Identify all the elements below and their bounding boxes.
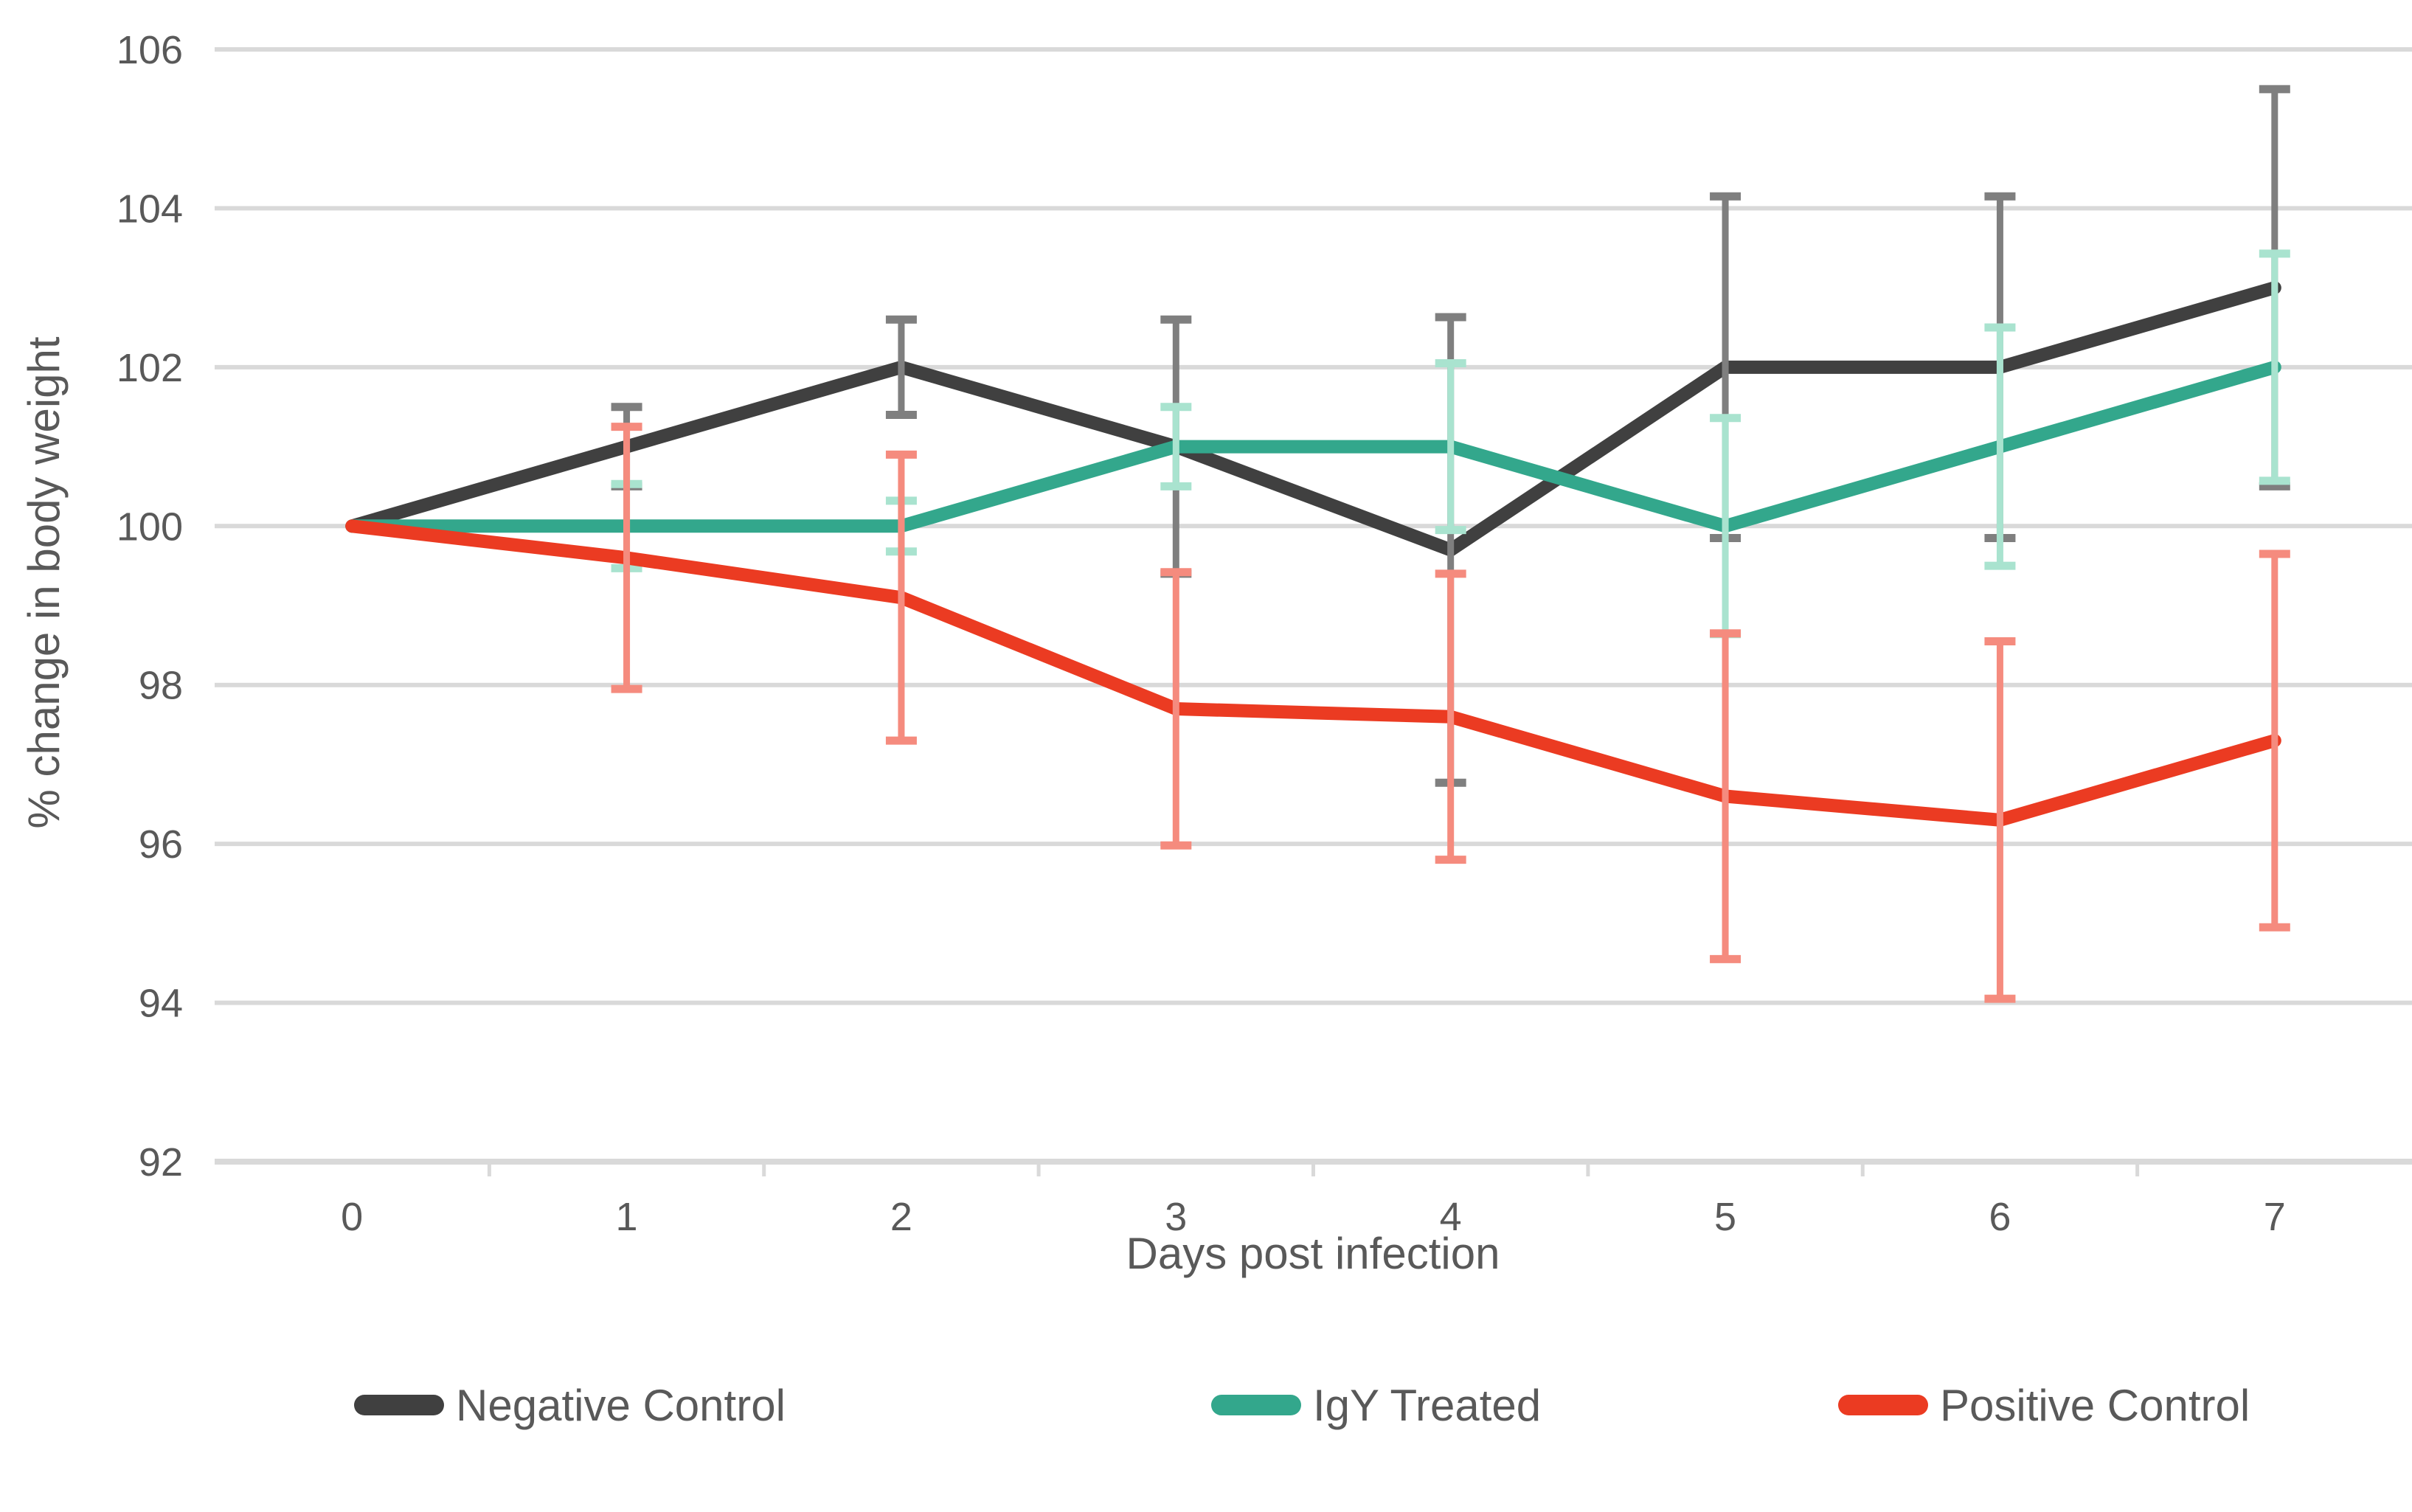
legend-label: Negative Control [456, 1381, 786, 1430]
x-tick-label: 6 [1989, 1195, 2011, 1239]
y-tick-label: 92 [139, 1140, 183, 1185]
legend-item-negative-control: Negative Control [354, 1381, 786, 1430]
y-tick-label: 100 [117, 504, 183, 549]
plot-series-group [345, 85, 2290, 1003]
y-tick-label: 96 [139, 822, 183, 867]
legend-label: Positive Control [1940, 1381, 2250, 1430]
x-axis-group [487, 1162, 2140, 1176]
x-tick-labels-group: 0 1 2 3 4 5 6 7 [341, 1195, 2286, 1239]
y-tick-label: 104 [117, 187, 183, 231]
y-tick-label: 106 [117, 28, 183, 72]
y-axis-title: % change in body weight [19, 336, 69, 828]
legend-item-positive-control: Positive Control [1838, 1381, 2250, 1430]
x-axis-title: Days post infection [1126, 1229, 1500, 1278]
x-tick-label: 4 [1440, 1195, 1462, 1239]
y-tick-labels-group: 92 94 96 98 100 102 104 106 [117, 28, 183, 1185]
series-line-positive-control [345, 519, 2281, 827]
x-tick-label: 7 [2264, 1195, 2286, 1239]
legend-group: Negative Control IgY Treated Positive Cont… [354, 1381, 2250, 1430]
series-line-igy-treated [345, 360, 2281, 533]
y-tick-label: 98 [139, 664, 183, 708]
y-tick-label: 102 [117, 346, 183, 390]
x-tick-label: 5 [1714, 1195, 1736, 1239]
legend-label: IgY Treated [1313, 1381, 1541, 1430]
gridlines-group [215, 47, 2412, 1165]
series-line-negative-control [345, 281, 2281, 557]
x-tick-label: 0 [341, 1195, 363, 1239]
x-tick-label: 1 [616, 1195, 638, 1239]
x-tick-label: 2 [890, 1195, 912, 1239]
legend-item-igy-treated: IgY Treated [1211, 1381, 1541, 1430]
y-tick-label: 94 [139, 982, 183, 1026]
x-tick-label: 3 [1165, 1195, 1187, 1239]
